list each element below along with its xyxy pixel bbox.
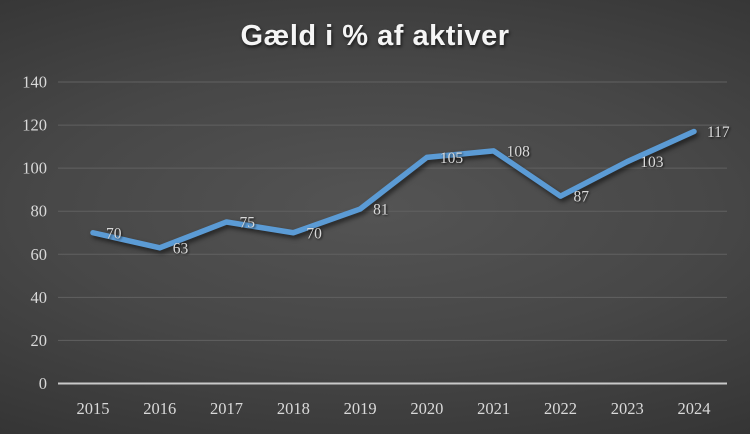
x-tick-label: 2016 (143, 399, 176, 418)
x-tick-label: 2021 (477, 399, 510, 418)
data-label: 70 (106, 225, 122, 242)
y-tick-label: 120 (22, 116, 47, 135)
data-label: 75 (240, 214, 256, 231)
x-tick-label: 2023 (611, 399, 644, 418)
data-label: 81 (373, 202, 389, 219)
series-line (90, 128, 697, 251)
chart-title: Gæld i % af aktiver (240, 20, 510, 52)
data-label: 108 (507, 143, 530, 160)
data-label: 70 (306, 225, 322, 242)
x-tick-label: 2024 (678, 399, 711, 418)
y-tick-label: 60 (31, 245, 48, 264)
y-tick-label: 0 (39, 374, 47, 393)
x-tick-label: 2022 (544, 399, 577, 418)
x-tick-label: 2018 (277, 399, 310, 418)
y-tick-label: 140 (22, 73, 47, 92)
data-label: 105 (440, 150, 464, 167)
data-label: 63 (173, 240, 189, 257)
x-tick-label: 2020 (410, 399, 443, 418)
x-tick-label: 2017 (210, 399, 243, 418)
y-tick-label: 80 (31, 202, 48, 221)
data-label: 87 (573, 189, 589, 206)
data-label: 103 (640, 154, 664, 171)
x-tick-label: 2019 (344, 399, 377, 418)
y-tick-label: 20 (31, 331, 48, 350)
x-tick-label: 2015 (77, 399, 110, 418)
y-tick-label: 100 (22, 159, 47, 178)
y-tick-label: 40 (31, 288, 48, 307)
data-label: 117 (707, 124, 730, 141)
